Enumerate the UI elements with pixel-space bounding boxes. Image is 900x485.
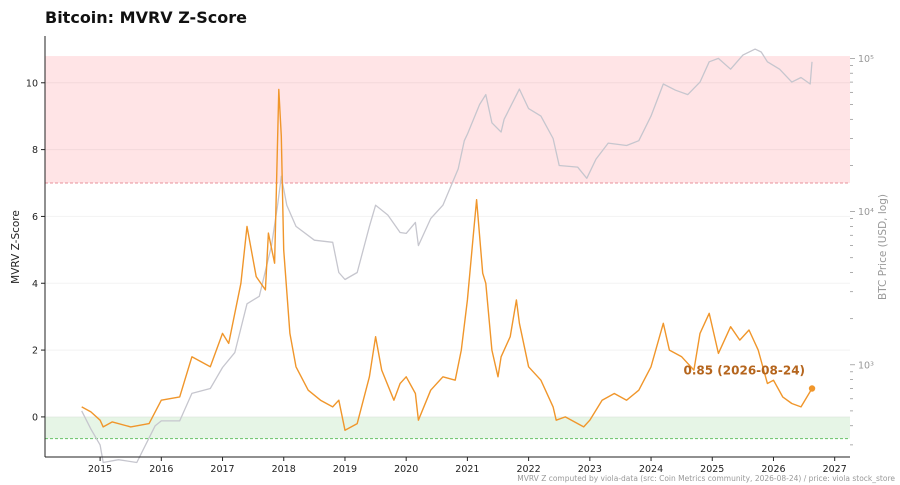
x-tick-label-2: 2017 xyxy=(210,464,234,475)
latest-annotation: 0.85 (2026-08-24) xyxy=(684,364,816,392)
x-tick-label-1: 2016 xyxy=(149,464,173,475)
series-line-1 xyxy=(81,48,813,464)
y2-tick-label-2: 10⁵ xyxy=(858,54,874,65)
series-layer xyxy=(81,48,813,464)
y-tick-label-2: 4 xyxy=(32,279,38,290)
latest-annotation-text: 0.85 (2026-08-24) xyxy=(684,364,806,378)
x-tick-label-8: 2023 xyxy=(578,464,602,475)
y-tick-label-4: 8 xyxy=(32,145,38,156)
x-tick-label-12: 2027 xyxy=(823,464,847,475)
y2-axis-label: BTC Price (USD, log) xyxy=(877,194,889,300)
y-tick-label-1: 2 xyxy=(32,346,38,357)
x-tick-label-3: 2018 xyxy=(272,464,296,475)
chart-title: Bitcoin: MVRV Z-Score xyxy=(45,8,247,27)
y-ticks: 0 2 4 6 8 10 xyxy=(26,78,45,423)
zone-band-0 xyxy=(45,56,850,184)
y2-tick-label-1: 10⁴ xyxy=(858,207,874,218)
zone-bands xyxy=(45,56,850,440)
y2-ticks: 10³ 10⁴ 10⁵ xyxy=(850,54,874,446)
series-line-0 xyxy=(81,88,813,431)
x-ticks: 2015 2016 2017 2018 2019 2020 2021 2022 2023 2024… xyxy=(88,457,847,475)
x-tick-label-10: 2025 xyxy=(700,464,724,475)
latest-point xyxy=(808,385,816,392)
y-tick-label-3: 6 xyxy=(32,212,38,223)
y-axis-label: MVRV Z-Score xyxy=(10,210,22,284)
x-tick-label-7: 2022 xyxy=(517,464,541,475)
x-tick-label-11: 2026 xyxy=(761,464,785,475)
x-tick-label-4: 2019 xyxy=(333,464,357,475)
y-tick-label-0: 0 xyxy=(32,412,38,423)
y2-tick-label-0: 10³ xyxy=(858,360,874,371)
y-tick-label-5: 10 xyxy=(26,78,38,89)
x-tick-label-6: 2021 xyxy=(455,464,479,475)
grid-lines xyxy=(45,82,850,418)
x-tick-label-0: 2015 xyxy=(88,464,112,475)
x-tick-label-9: 2024 xyxy=(639,464,663,475)
zone-band-1 xyxy=(45,416,850,439)
footer-note: MVRV Z computed by viola-data (src: Coin… xyxy=(517,474,895,483)
x-tick-label-5: 2020 xyxy=(394,464,418,475)
